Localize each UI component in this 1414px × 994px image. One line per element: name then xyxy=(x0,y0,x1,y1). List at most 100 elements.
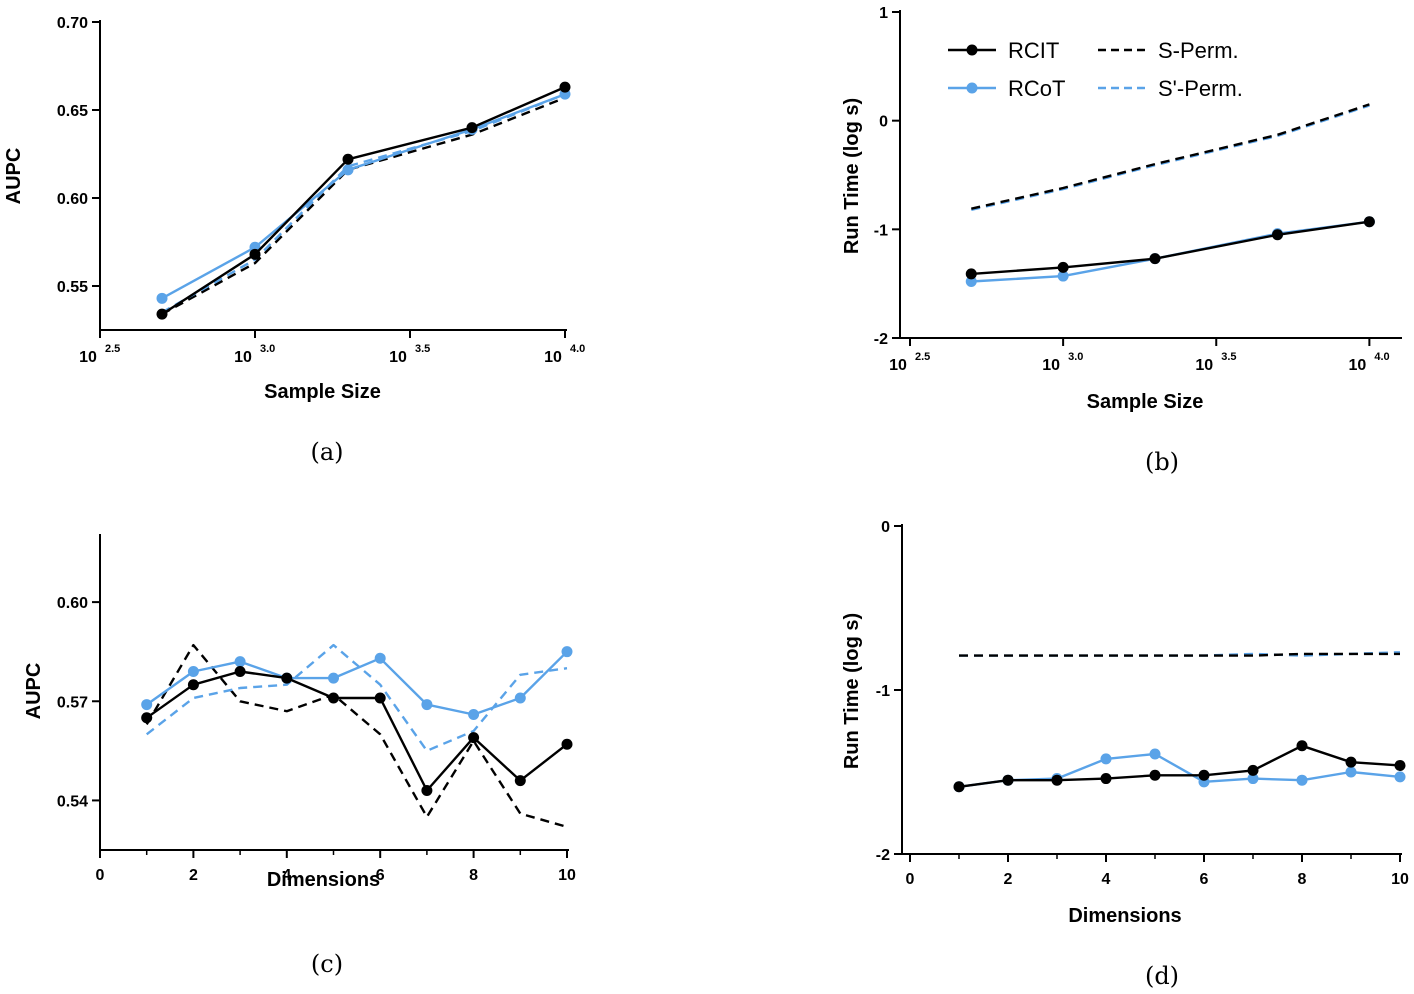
data-point-rcot xyxy=(141,699,153,711)
data-point-rcot xyxy=(1296,774,1308,786)
data-point-rcit xyxy=(421,785,433,797)
x-tick-label: 2 xyxy=(189,867,198,884)
data-point-rcit xyxy=(1057,261,1069,273)
x-tick-label: 0 xyxy=(906,871,915,888)
y-tick-label: 1 xyxy=(879,5,888,22)
data-point-rcot xyxy=(342,164,354,176)
x-tick-label: 10 xyxy=(1042,357,1060,374)
data-point-rcot xyxy=(1394,771,1406,783)
series-line-rcit xyxy=(971,220,1370,276)
x-tick-exponent: 4.0 xyxy=(1374,351,1389,363)
legend-label-rcit: RCIT xyxy=(1008,38,1059,63)
series-line-s-perm- xyxy=(161,93,566,314)
data-point-rcit xyxy=(374,692,386,704)
data-point-rcit xyxy=(342,153,354,165)
panel-caption: (a) xyxy=(310,438,343,466)
x-tick-label: 8 xyxy=(1298,871,1307,888)
y-axis-title: AUPC xyxy=(3,148,25,205)
data-point-rcot xyxy=(561,646,573,658)
y-tick-label: -2 xyxy=(874,331,888,348)
data-point-rcot xyxy=(374,652,386,664)
panel-b: -2 -1 0 1 10 2.5 10 3.0 10 3.5 10 4.0 Sample Size Run… xyxy=(841,5,1402,476)
panel-caption: (b) xyxy=(1145,448,1179,476)
data-point-rcit xyxy=(468,732,480,744)
x-tick-label: 10 xyxy=(1195,357,1213,374)
x-tick-label: 0 xyxy=(96,867,105,884)
x-tick-label: 6 xyxy=(1200,871,1209,888)
data-point-rcot xyxy=(328,672,339,684)
series-line-rcot xyxy=(146,650,568,716)
data-point-rcit xyxy=(1363,216,1375,228)
y-tick-label: 0.54 xyxy=(57,793,88,810)
series-line-rcot xyxy=(958,752,1401,788)
x-tick-label: 6 xyxy=(376,867,385,884)
y-axis-title: Run Time (log s) xyxy=(841,98,863,254)
data-point-rcit xyxy=(249,248,261,260)
x-axis-title: Sample Size xyxy=(264,381,381,403)
y-tick-label: 0.60 xyxy=(57,191,88,208)
data-point-rcit xyxy=(141,712,153,724)
x-tick-exponent: 2.5 xyxy=(915,351,930,363)
data-point-rcit xyxy=(561,738,573,750)
data-point-rcit xyxy=(514,775,526,787)
x-tick-exponent: 3.5 xyxy=(415,343,430,355)
data-point-rcot xyxy=(421,699,433,711)
y-tick-label: 0.65 xyxy=(57,103,88,120)
series-line-s-perm- xyxy=(161,96,566,316)
y-tick-label: 0 xyxy=(879,114,888,131)
data-point-rcot xyxy=(156,292,168,304)
x-tick-label: 10 xyxy=(389,349,407,366)
data-point-rcot xyxy=(234,656,246,668)
data-point-rcit xyxy=(187,679,199,691)
x-tick-label: 2 xyxy=(1004,871,1013,888)
x-tick-label: 10 xyxy=(558,867,576,884)
panel-c: 0.54 0.57 0.60 0 2 4 6 8 10 Dimensions AUPC (c) xyxy=(23,534,576,978)
x-tick-label: 10 xyxy=(1391,871,1409,888)
y-tick-label: 0.60 xyxy=(57,595,88,612)
x-axis-title: Dimensions xyxy=(1068,905,1181,927)
data-point-rcot xyxy=(1149,748,1161,760)
y-tick-label: -2 xyxy=(876,847,890,864)
x-tick-exponent: 4.0 xyxy=(570,343,585,355)
data-point-rcit xyxy=(1198,769,1210,781)
series-line-s-perm- xyxy=(145,643,568,829)
y-axis-title: Run Time (log s) xyxy=(841,613,863,769)
x-axis-title: Dimensions xyxy=(267,869,380,891)
data-point-rcit xyxy=(1272,229,1283,241)
x-tick-label: 10 xyxy=(1348,357,1366,374)
data-point-rcit xyxy=(156,308,168,320)
x-tick-label: 10 xyxy=(234,349,252,366)
x-axis-title: Sample Size xyxy=(1087,391,1204,413)
data-point-rcit xyxy=(1100,773,1112,785)
y-tick-label: -1 xyxy=(876,683,890,700)
data-point-rcot xyxy=(1345,766,1357,778)
panel-caption: (d) xyxy=(1145,962,1179,990)
y-tick-label: 0.55 xyxy=(57,279,88,296)
series-line-s-perm- xyxy=(145,643,568,752)
x-tick-label: 10 xyxy=(889,357,907,374)
series-line-rcot xyxy=(161,93,566,300)
data-point-rcit xyxy=(559,81,571,93)
data-point-rcit xyxy=(1296,740,1308,752)
data-point-rcit xyxy=(953,781,965,793)
series-line-s-perm- xyxy=(971,103,1370,210)
data-point-rcit xyxy=(965,268,977,280)
series-line-rcit xyxy=(958,744,1401,788)
data-point-rcit xyxy=(1345,756,1357,768)
data-point-rcit xyxy=(1149,253,1161,265)
legend-marker-rcit xyxy=(966,44,978,56)
data-point-rcot xyxy=(1247,773,1259,785)
data-point-rcot xyxy=(1100,753,1112,765)
series-line-rcit xyxy=(146,670,568,792)
x-tick-exponent: 3.0 xyxy=(1068,351,1083,363)
x-tick-label: 4 xyxy=(1102,871,1111,888)
legend-marker-rcot xyxy=(966,82,978,94)
data-point-rcit xyxy=(1247,764,1259,776)
x-tick-label: 10 xyxy=(79,349,97,366)
y-tick-label: 0 xyxy=(881,519,890,536)
series-line-rcit xyxy=(161,85,566,316)
y-tick-label: -1 xyxy=(874,222,888,239)
panel-d: -2 -1 0 0 2 4 6 8 10 Dimensions Run Time (log s) (d… xyxy=(841,519,1409,990)
x-tick-label: 10 xyxy=(544,349,562,366)
